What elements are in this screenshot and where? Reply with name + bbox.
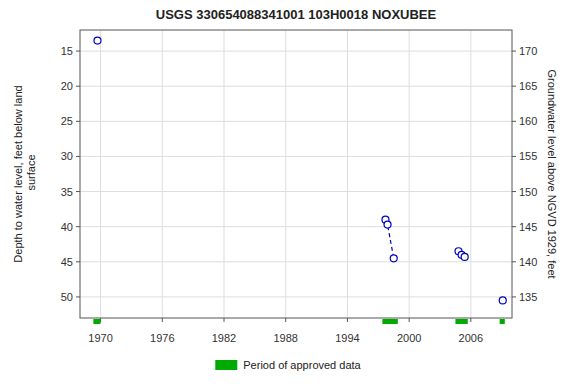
y-axis-label-line: Depth to water level, feet below land [12, 85, 24, 262]
y-grid-line [80, 261, 512, 262]
y-tick-label: 50 [61, 291, 73, 303]
y2-tick [512, 121, 516, 122]
y-tick-label: 40 [61, 221, 73, 233]
x-axis: 1970 1976 1982 1988 1994 2000 2006 [88, 318, 483, 344]
x-tick [409, 318, 410, 322]
x-tick-label: 2000 [397, 332, 421, 344]
y-tick [76, 156, 80, 157]
x-tick [347, 318, 348, 322]
y-tick [76, 226, 80, 227]
y-grid-line [80, 226, 512, 227]
y2-tick-label: 145 [519, 221, 537, 233]
y-grid-line [80, 86, 512, 87]
approved-period [382, 319, 397, 324]
y-tick [76, 296, 80, 297]
legend: Period of approved data [215, 359, 361, 371]
x-grid-line [347, 30, 348, 318]
y-tick [76, 121, 80, 122]
plot-frame [80, 30, 512, 318]
y2-tick [512, 86, 516, 87]
x-tick-label: 1976 [150, 332, 174, 344]
y2-tick [512, 296, 516, 297]
approved-period [93, 319, 100, 324]
y-tick [76, 261, 80, 262]
x-grid-line [285, 30, 286, 318]
y-tick-label: 30 [61, 150, 73, 162]
x-tick-label: 1988 [273, 332, 297, 344]
y2-tick-label: 160 [519, 115, 537, 127]
y2-tick [512, 191, 516, 192]
data-point [461, 253, 468, 260]
x-tick [285, 318, 286, 322]
y-tick-label: 20 [61, 80, 73, 92]
y2-tick-label: 135 [519, 291, 537, 303]
x-tick-label: 2006 [459, 332, 483, 344]
data [94, 37, 506, 304]
x-tick-label: 1982 [212, 332, 236, 344]
data-point [499, 297, 506, 304]
x-tick-label: 1994 [335, 332, 359, 344]
legend-label: Period of approved data [243, 359, 361, 371]
x-tick [162, 318, 163, 322]
x-grid-line [224, 30, 225, 318]
y-grid-line [80, 51, 512, 52]
y2-axis: 170 165 160 155 150 145 140 135 [512, 45, 537, 303]
y2-tick [512, 51, 516, 52]
approved-period [455, 319, 467, 324]
legend-swatch [215, 360, 237, 370]
x-tick [224, 318, 225, 322]
y2-tick [512, 226, 516, 227]
data-point [384, 221, 391, 228]
approved-periods [93, 319, 504, 324]
y-tick-label: 25 [61, 115, 73, 127]
title: USGS 330654088341001 103H0018 NOXUBEE [156, 7, 437, 22]
y2-tick-label: 170 [519, 45, 537, 57]
y-tick-label: 35 [61, 186, 73, 198]
y2-tick [512, 261, 516, 262]
y2-tick-label: 155 [519, 150, 537, 162]
x-tick-label: 1970 [88, 332, 112, 344]
y2-tick-label: 140 [519, 256, 537, 268]
y-axis-label: Depth to water level, feet below land su… [12, 85, 37, 262]
y-grid-line [80, 121, 512, 122]
y-tick-label: 15 [61, 45, 73, 57]
y-grid-line [80, 156, 512, 157]
x-grid-line [470, 30, 471, 318]
grid [80, 30, 512, 318]
y2-tick [512, 156, 516, 157]
x-grid-line [100, 30, 101, 318]
y-tick-label: 45 [61, 256, 73, 268]
y-grid-line [80, 191, 512, 192]
y2-tick-label: 165 [519, 80, 537, 92]
x-grid-line [409, 30, 410, 318]
y-tick [76, 51, 80, 52]
y-axis-label-line: surface [25, 154, 37, 193]
x-tick [470, 318, 471, 322]
data-point [390, 255, 397, 262]
background [0, 0, 576, 384]
y-tick [76, 86, 80, 87]
y2-axis-label: Groundwater level above NGVD 1929, feet [546, 69, 558, 278]
y-grid-line [80, 296, 512, 297]
y2-tick-label: 150 [519, 186, 537, 198]
y-tick [76, 191, 80, 192]
data-point [94, 37, 101, 44]
y-axis: 15 20 25 30 35 40 45 50 [61, 45, 80, 303]
approved-period [500, 319, 505, 324]
x-grid-line [162, 30, 163, 318]
